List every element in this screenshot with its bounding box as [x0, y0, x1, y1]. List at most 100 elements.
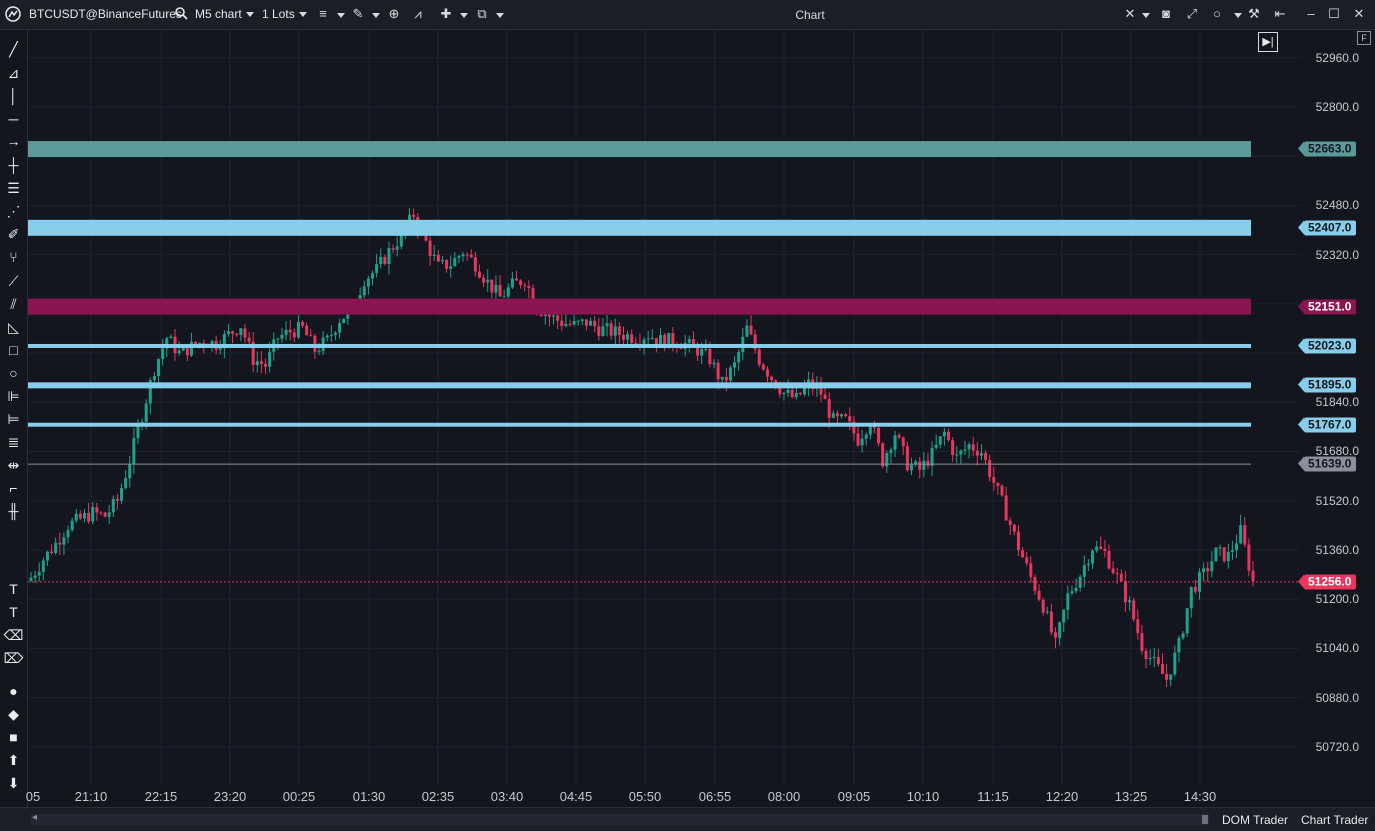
- horizontal-line-icon[interactable]: ─: [8, 111, 19, 127]
- candle-body: [765, 369, 769, 377]
- price-axis[interactable]: 52960.0 52800.0 52480.0 52320.0 51840.0 51680…: [1300, 30, 1375, 785]
- scroll-thumb[interactable]: [1202, 815, 1208, 824]
- channel-icon[interactable]: ⫽: [10, 296, 17, 312]
- arrow-down-marker-icon[interactable]: ⬇: [7, 775, 20, 791]
- fib-retracement-icon[interactable]: ⊫: [7, 388, 20, 404]
- chevron-down-icon[interactable]: [1234, 13, 1242, 18]
- horizontal-level-zone: [28, 382, 1251, 389]
- arrow-icon[interactable]: →: [6, 133, 21, 149]
- close-icon[interactable]: ✕: [1353, 6, 1365, 21]
- candle-body: [325, 335, 329, 338]
- price-level-tag[interactable]: 52407.0: [1297, 220, 1357, 236]
- settings-icon[interactable]: ⚒: [1248, 6, 1260, 21]
- candle-body: [222, 333, 226, 349]
- crosshair-icon[interactable]: ✚: [440, 6, 452, 21]
- price-level-tag-text: 51256.0: [1308, 574, 1352, 589]
- zoom-icon[interactable]: ⊕: [388, 6, 400, 21]
- ruler-icon[interactable]: ⟋: [8, 273, 19, 289]
- fork-icon[interactable]: ⑂: [9, 249, 18, 265]
- lots-label: 1 Lots: [262, 7, 295, 21]
- fib-fan-icon[interactable]: ≣: [7, 434, 20, 450]
- candle-body: [45, 551, 49, 561]
- triangle-icon[interactable]: ◺: [8, 319, 19, 335]
- pencil-icon[interactable]: ✎: [352, 6, 364, 21]
- candle-body: [1202, 568, 1206, 573]
- lots-selector[interactable]: 1 Lots: [262, 7, 307, 21]
- lines-icon[interactable]: ☰: [7, 180, 20, 196]
- candle-body: [613, 326, 617, 336]
- fullscreen-icon[interactable]: ⤢: [1186, 6, 1198, 21]
- crosshair-tool-icon[interactable]: ┼: [8, 157, 19, 173]
- candle-body: [115, 498, 119, 501]
- volume-profile-icon[interactable]: ╫: [8, 503, 19, 519]
- timeframe-selector[interactable]: M5 chart: [195, 7, 254, 21]
- long-short-icon[interactable]: ⇹: [7, 457, 20, 473]
- chevron-down-icon[interactable]: [337, 13, 345, 18]
- camera-icon[interactable]: ◙: [1162, 6, 1170, 21]
- candle-body: [66, 530, 70, 538]
- scroll-to-end-button[interactable]: ▶|: [1258, 32, 1278, 52]
- candle-body: [733, 362, 737, 368]
- scroll-left-icon[interactable]: ◂: [32, 812, 38, 823]
- candle-body: [556, 315, 560, 321]
- price-level-tag[interactable]: 51256.0: [1297, 574, 1357, 590]
- link-icon[interactable]: ✕: [1124, 6, 1136, 21]
- candle-body: [601, 326, 605, 336]
- minimize-icon[interactable]: –: [1307, 6, 1315, 21]
- square-marker-icon[interactable]: ■: [9, 729, 18, 745]
- arrow-up-marker-icon[interactable]: ⬆: [7, 752, 20, 768]
- chart-badge[interactable]: F: [1357, 31, 1371, 45]
- chart-type-icon[interactable]: ≡: [319, 6, 327, 21]
- price-level-tag[interactable]: 52663.0: [1297, 141, 1357, 157]
- chevron-down-icon[interactable]: [460, 13, 468, 18]
- candle-body: [930, 447, 934, 466]
- candle-body: [124, 478, 128, 489]
- candle-body: [712, 362, 716, 365]
- chart-plot-area[interactable]: [5, 30, 1300, 785]
- candle-body: [749, 325, 753, 335]
- candle-body: [33, 575, 37, 578]
- tag-icon[interactable]: ⌦: [3, 650, 24, 666]
- candle-body: [482, 277, 486, 283]
- price-level-tag[interactable]: 51639.0: [1297, 456, 1357, 472]
- brush-icon[interactable]: ✐: [7, 226, 20, 242]
- maximize-icon[interactable]: ☐: [1328, 6, 1340, 21]
- polyline-icon[interactable]: ⋰: [6, 203, 21, 219]
- price-tick-label: 52480.0: [1315, 198, 1359, 213]
- candle-body: [1198, 572, 1202, 592]
- label-icon[interactable]: ⌫: [3, 627, 24, 643]
- price-level-tag[interactable]: 52151.0: [1297, 299, 1357, 315]
- search-icon[interactable]: [173, 6, 189, 22]
- candle-body: [881, 443, 885, 467]
- template-icon[interactable]: ⧉: [477, 6, 487, 21]
- step-icon[interactable]: ⌐: [9, 480, 18, 496]
- trend-line-icon[interactable]: ╱: [9, 41, 18, 57]
- indicators-icon[interactable]: ⩘: [414, 6, 422, 21]
- fib-extension-icon[interactable]: ⊨: [7, 411, 20, 427]
- candle-body: [547, 314, 551, 317]
- text-lock-icon[interactable]: T: [9, 581, 18, 597]
- horizontal-scrollbar[interactable]: ◂: [30, 812, 1210, 825]
- circle-icon[interactable]: ○: [9, 365, 18, 381]
- candle-body: [1074, 587, 1078, 592]
- text-icon[interactable]: T: [9, 604, 18, 620]
- chevron-down-icon[interactable]: [1142, 13, 1150, 18]
- vertical-line-icon[interactable]: │: [9, 88, 18, 104]
- color-icon[interactable]: ○: [1213, 6, 1221, 21]
- chevron-down-icon[interactable]: [496, 13, 504, 18]
- price-level-tag[interactable]: 51895.0: [1297, 377, 1357, 393]
- chart-trader-button[interactable]: Chart Trader: [1301, 813, 1369, 827]
- diamond-marker-icon[interactable]: ◆: [8, 706, 19, 722]
- price-level-tag[interactable]: 51767.0: [1297, 417, 1357, 433]
- candle-body: [1160, 664, 1164, 674]
- rectangle-icon[interactable]: □: [9, 342, 18, 358]
- candle-body: [1185, 608, 1189, 634]
- symbol-selector[interactable]: BTCUSDT@BinanceFutures: [29, 7, 182, 21]
- chevron-down-icon[interactable]: [372, 13, 380, 18]
- pin-icon[interactable]: ⇤: [1274, 6, 1286, 21]
- dot-marker-icon[interactable]: ●: [9, 683, 18, 699]
- time-axis[interactable]: 05 21:10 22:15 23:20 00:25 01:30 02:35 03:40 04:…: [26, 785, 1300, 807]
- price-level-tag[interactable]: 52023.0: [1297, 338, 1357, 354]
- ray-icon[interactable]: ⊿: [7, 65, 20, 81]
- dom-trader-button[interactable]: DOM Trader: [1222, 813, 1289, 827]
